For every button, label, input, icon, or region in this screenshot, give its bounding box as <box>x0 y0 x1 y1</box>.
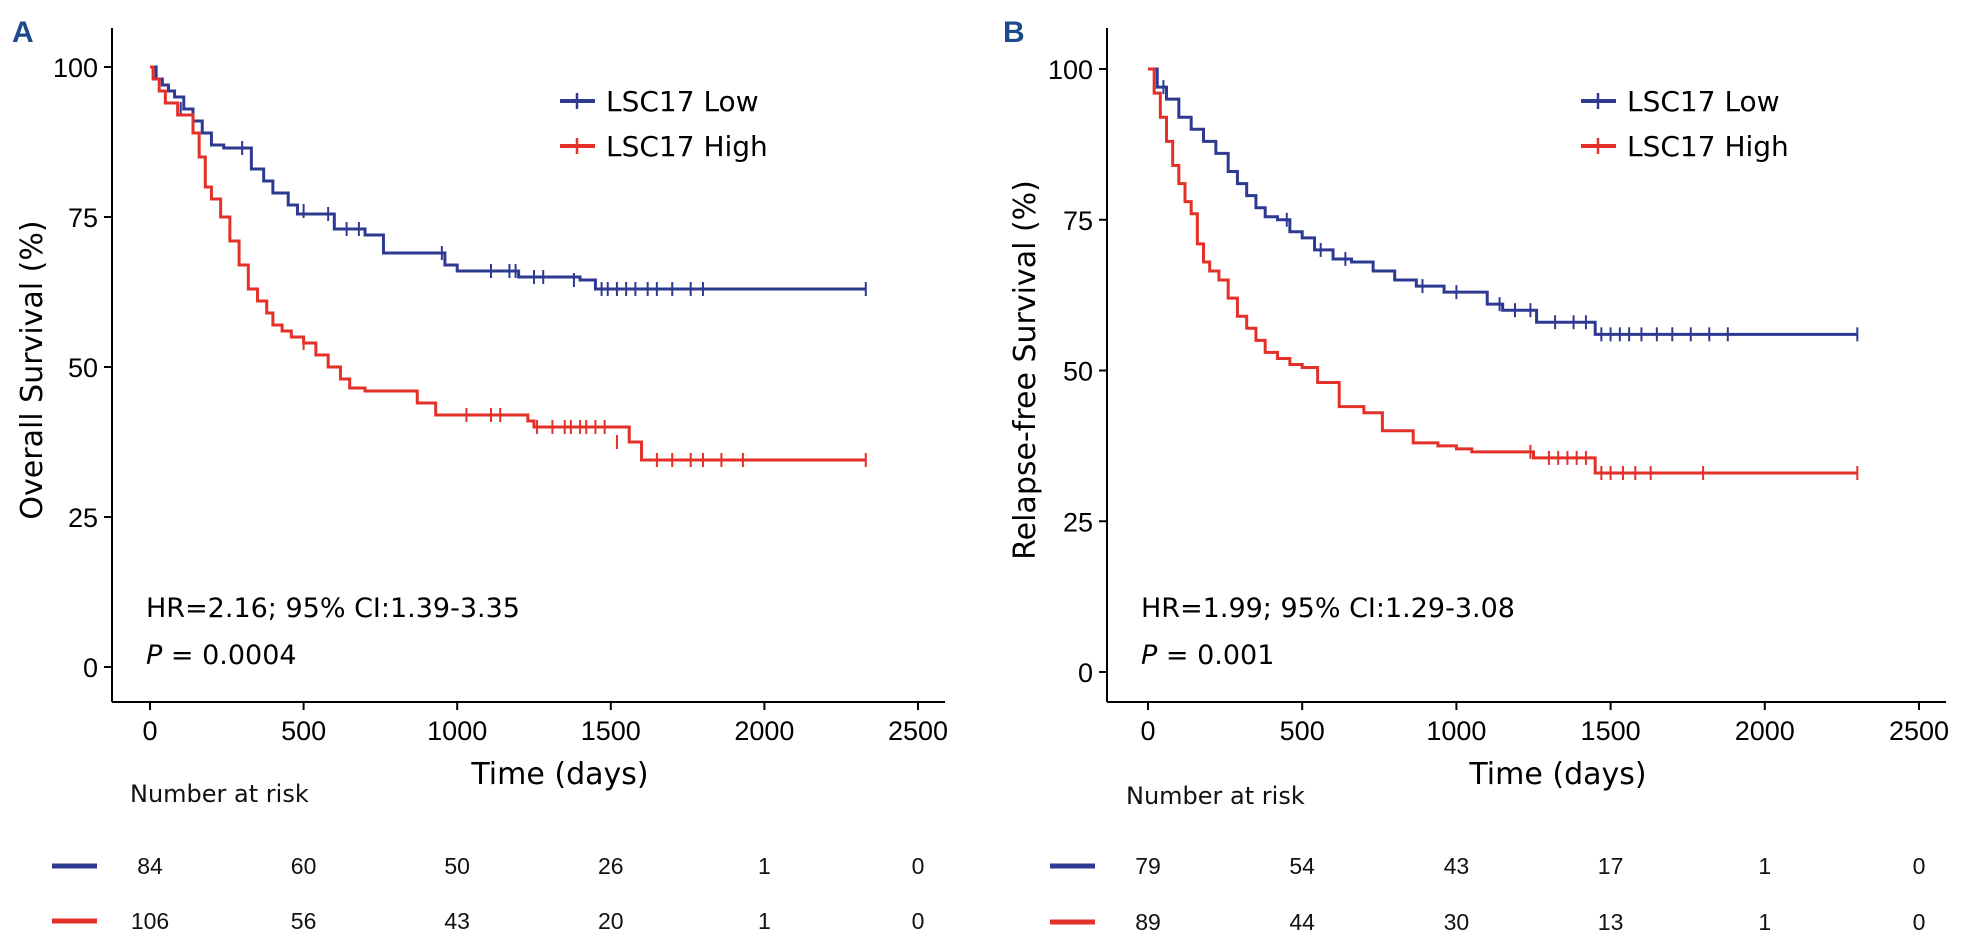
p-value-annotation: P = 0.001 <box>1141 640 1274 671</box>
y-tick-label: 100 <box>53 53 98 83</box>
risk-number-high: 56 <box>291 908 317 934</box>
risk-number-low: 1 <box>1758 853 1771 879</box>
x-axis-title: Time (days) <box>470 757 648 792</box>
risk-number-high: 0 <box>912 908 925 934</box>
risk-number-low: 17 <box>1598 853 1624 879</box>
risk-number-low: 0 <box>1913 853 1926 879</box>
y-tick-label: 0 <box>1078 658 1093 688</box>
x-tick-label: 2000 <box>1735 716 1795 746</box>
legend-label-high: LSC17 High <box>1627 130 1789 163</box>
legend-label-low: LSC17 Low <box>1627 85 1780 118</box>
x-tick-label: 2500 <box>1889 716 1949 746</box>
risk-number-high: 20 <box>598 908 624 934</box>
series-line-high <box>1148 67 1858 475</box>
series-line-low <box>150 65 866 291</box>
x-tick-label: 1000 <box>427 716 487 746</box>
risk-number-low: 1 <box>758 853 771 879</box>
risk-number-high: 89 <box>1135 909 1161 935</box>
risk-number-high: 43 <box>444 908 470 934</box>
risk-number-low: 50 <box>444 853 470 879</box>
y-tick-label: 100 <box>1048 55 1093 85</box>
risk-number-high: 0 <box>1913 909 1926 935</box>
risk-number-high: 13 <box>1598 909 1624 935</box>
risk-number-low: 26 <box>598 853 624 879</box>
y-tick-label: 25 <box>1063 507 1093 537</box>
x-tick-label: 1500 <box>581 716 641 746</box>
p-value-label: P <box>146 640 163 671</box>
risk-number-high: 106 <box>131 908 169 934</box>
x-axis-title: Time (days) <box>1468 757 1646 792</box>
hazard-ratio-annotation: HR=1.99; 95% CI:1.29-3.08 <box>1141 593 1515 624</box>
risk-number-low: 79 <box>1135 853 1161 879</box>
hazard-ratio-annotation: HR=2.16; 95% CI:1.39-3.35 <box>146 593 520 624</box>
panel-letter-b: B <box>1003 16 1025 49</box>
y-tick-label: 50 <box>1063 357 1093 387</box>
risk-table-title: Number at risk <box>1126 782 1305 810</box>
legend: LSC17 Low LSC17 High <box>1581 85 1789 163</box>
risk-number-high: 1 <box>1758 909 1771 935</box>
x-tick-label: 1000 <box>1426 716 1486 746</box>
y-tick-label: 75 <box>68 203 98 233</box>
risk-number-high: 1 <box>758 908 771 934</box>
y-axis-title: Overall Survival (%) <box>15 220 50 519</box>
x-tick-label: 2000 <box>734 716 794 746</box>
risk-number-low: 54 <box>1289 853 1315 879</box>
risk-number-high: 30 <box>1444 909 1470 935</box>
x-tick-label: 500 <box>281 716 326 746</box>
x-tick-label: 0 <box>142 716 157 746</box>
legend-label-high: LSC17 High <box>606 130 768 163</box>
legend: LSC17 Low LSC17 High <box>560 85 768 163</box>
p-value-text: = 0.0004 <box>162 640 296 671</box>
risk-number-high: 44 <box>1289 909 1315 935</box>
legend-label-low: LSC17 Low <box>606 85 759 118</box>
x-tick-label: 500 <box>1280 716 1325 746</box>
risk-number-low: 43 <box>1444 853 1470 879</box>
y-tick-label: 50 <box>68 353 98 383</box>
panel-letter-a: A <box>12 16 34 49</box>
risk-number-low: 84 <box>137 853 163 879</box>
y-tick-label: 75 <box>1063 206 1093 236</box>
risk-number-low: 0 <box>912 853 925 879</box>
x-tick-label: 1500 <box>1581 716 1641 746</box>
x-tick-label: 0 <box>1140 716 1155 746</box>
panel-b: B Relapse-free Survival (%) Time (days) … <box>1003 16 1949 935</box>
series-line-low <box>1148 67 1858 336</box>
y-axis-title: Relapse-free Survival (%) <box>1008 180 1043 560</box>
x-tick-label: 2500 <box>888 716 948 746</box>
y-axis-title-wrap: Overall Survival (%) <box>15 220 50 519</box>
p-value-label: P <box>1141 640 1158 671</box>
y-tick-label: 0 <box>83 653 98 683</box>
p-value-text: = 0.001 <box>1157 640 1274 671</box>
risk-table-title: Number at risk <box>130 780 309 808</box>
y-axis-title-wrap: Relapse-free Survival (%) <box>1008 180 1043 560</box>
risk-number-low: 60 <box>291 853 317 879</box>
p-value-annotation: P = 0.0004 <box>146 640 297 671</box>
series-line-high <box>150 65 866 462</box>
y-tick-label: 25 <box>68 503 98 533</box>
panel-a: A Overall Survival (%) Time (days) LSC17… <box>12 16 948 934</box>
